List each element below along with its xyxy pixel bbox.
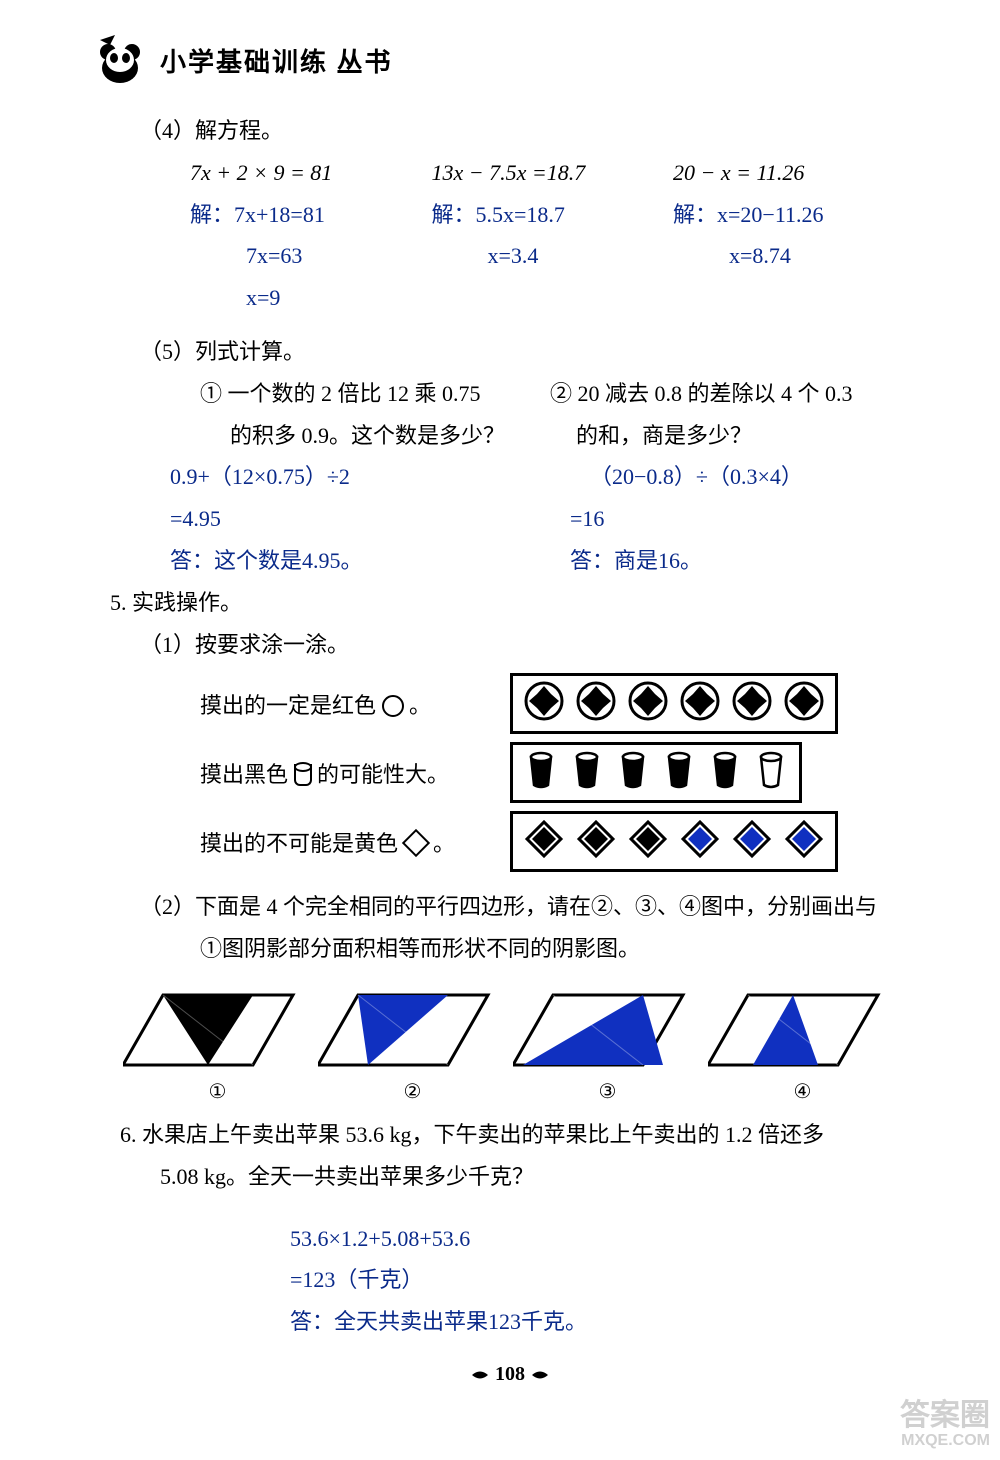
page-num-text: 108 [495,1363,525,1385]
q5-p2-l1: ② 20 减去 0.8 的差除以 4 个 0.3 [550,373,910,415]
series-title: 小学基础训练 丛书 [160,42,393,79]
s5-sub2a: （2）下面是 4 个完全相同的平行四边形，请在②、③、④图中，分别画出与 [140,886,930,928]
cup-shape [569,749,605,796]
parallelogram [123,990,313,1075]
flourish-left-icon [470,1368,490,1382]
s5-r2-post: 的可能性大。 [317,762,449,787]
page-number: 108 [90,1363,930,1386]
parallelogram [318,990,508,1075]
q5-p1-l1: ① 一个数的 2 倍比 12 乘 0.75 [200,373,530,415]
panda-icon [90,30,150,90]
q4-col1: 7x + 2 × 9 = 81 解：7x+18=81 7x=63 x=9 [190,152,407,319]
parallelogram [513,990,703,1075]
q4-eq3: 20 − x = 11.26 [673,152,890,194]
circle-shape [523,680,565,727]
cup-shape [707,749,743,796]
q4-eq2: 13x − 7.5x =18.7 [432,152,649,194]
q4-eq1: 7x + 2 × 9 = 81 [190,152,407,194]
parallelogram-row [120,990,900,1075]
cup-shape [523,749,559,796]
s5-r3-pre: 摸出的不可能是黄色 [200,831,398,856]
s6-a2: =123（千克） [290,1259,930,1301]
diamond-shape [679,818,721,865]
circle-shape [783,680,825,727]
para-label: ② [318,1079,508,1104]
q5-p1-a1: 0.9+（12×0.75）÷2 [170,456,530,498]
watermark: 答案圈 MXQE.COM [900,1399,990,1450]
shape-box-diamonds [510,811,838,872]
cup-shape [615,749,651,796]
para-label: ④ [708,1079,898,1104]
s5-r1-pre: 摸出的一定是红色 [200,693,376,718]
q5-p1-a2: =4.95 [170,498,530,540]
s5-r3-label: 摸出的不可能是黄色 。 [200,826,510,858]
cup-icon [294,764,312,786]
q4-sol2-1: 解：5.5x=18.7 [432,194,649,236]
q4-col2: 13x − 7.5x =18.7 解：5.5x=18.7 x=3.4 [432,152,649,319]
s6-l1: 6. 水果店上午卖出苹果 53.6 kg，下午卖出的苹果比上午卖出的 1.2 倍… [120,1114,930,1156]
circle-shape [679,680,721,727]
s6-a3: 答：全天共卖出苹果123千克。 [290,1301,930,1343]
circle-shape [731,680,773,727]
q4-sol3-1: 解：x=20−11.26 [673,194,890,236]
diamond-icon [401,829,429,857]
watermark-sub: MXQE.COM [900,1432,990,1450]
q5-p2-l2: 的和，商是多少？ [576,415,910,457]
q4-sol1-1: 解：7x+18=81 [190,194,407,236]
s5-r3-post: 。 [433,831,455,856]
q5-title: （5）列式计算。 [140,331,930,373]
s5-sub2b: ①图阴影部分面积相等而形状不同的阴影图。 [200,928,930,970]
circle-icon [382,695,404,717]
q5-word-problems: ① 一个数的 2 倍比 12 乘 0.75 的积多 0.9。这个数是多少？ 0.… [170,373,930,582]
q4-sol3-2: x=8.74 [673,235,890,277]
q5-p2: ② 20 减去 0.8 的差除以 4 个 0.3 的和，商是多少？ （20−0.… [550,373,930,582]
q5-p2-a3: 答：商是16。 [570,540,910,582]
q4-sol1-2: 7x=63 [190,235,407,277]
q4-sol1-3: x=9 [190,277,407,319]
q4-equation-row: 7x + 2 × 9 = 81 解：7x+18=81 7x=63 x=9 13x… [190,152,890,319]
shape-box-cups [510,742,802,803]
parallelogram-labels: ①②③④ [120,1079,900,1104]
parallelogram [708,990,898,1075]
s5-row3: 摸出的不可能是黄色 。 [200,811,930,872]
q5-p2-a2: =16 [570,498,910,540]
circle-shape [627,680,669,727]
shape-box-circles [510,673,838,734]
flourish-right-icon [530,1368,550,1382]
page-header: 小学基础训练 丛书 [90,30,930,90]
s5-r2-pre: 摸出黑色 [200,762,288,787]
circle-shape [575,680,617,727]
q4-title: （4）解方程。 [140,110,930,152]
para-label: ③ [513,1079,703,1104]
q5-p1-l2: 的积多 0.9。这个数是多少？ [230,415,530,457]
s5-title: 5. 实践操作。 [110,582,930,624]
cup-shape [661,749,697,796]
s5-row2: 摸出黑色 的可能性大。 [200,742,930,803]
cup-shape [753,749,789,796]
s6-l2: 5.08 kg。全天一共卖出苹果多少千克？ [160,1156,930,1198]
s5-r1-label: 摸出的一定是红色 。 [200,688,510,720]
s5-r2-label: 摸出黑色 的可能性大。 [200,757,510,789]
q4-col3: 20 − x = 11.26 解：x=20−11.26 x=8.74 [673,152,890,319]
s5-r1-post: 。 [409,693,431,718]
q5-p2-a1: （20−0.8）÷（0.3×4） [590,456,910,498]
diamond-shape [627,818,669,865]
para-label: ① [123,1079,313,1104]
diamond-shape [783,818,825,865]
diamond-shape [575,818,617,865]
q4-sol2-2: x=3.4 [432,235,649,277]
s5-sub1: （1）按要求涂一涂。 [140,624,930,666]
s6-a1: 53.6×1.2+5.08+53.6 [290,1218,930,1260]
s5-row1: 摸出的一定是红色 。 [200,673,930,734]
q5-p1: ① 一个数的 2 倍比 12 乘 0.75 的积多 0.9。这个数是多少？ 0.… [170,373,550,582]
diamond-shape [731,818,773,865]
q5-p1-a3: 答：这个数是4.95。 [170,540,530,582]
watermark-main: 答案圈 [900,1399,990,1432]
diamond-shape [523,818,565,865]
